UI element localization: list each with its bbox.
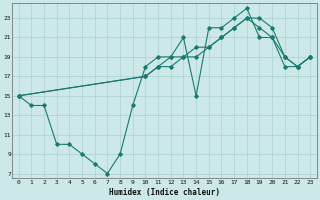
X-axis label: Humidex (Indice chaleur): Humidex (Indice chaleur) [109, 188, 220, 197]
